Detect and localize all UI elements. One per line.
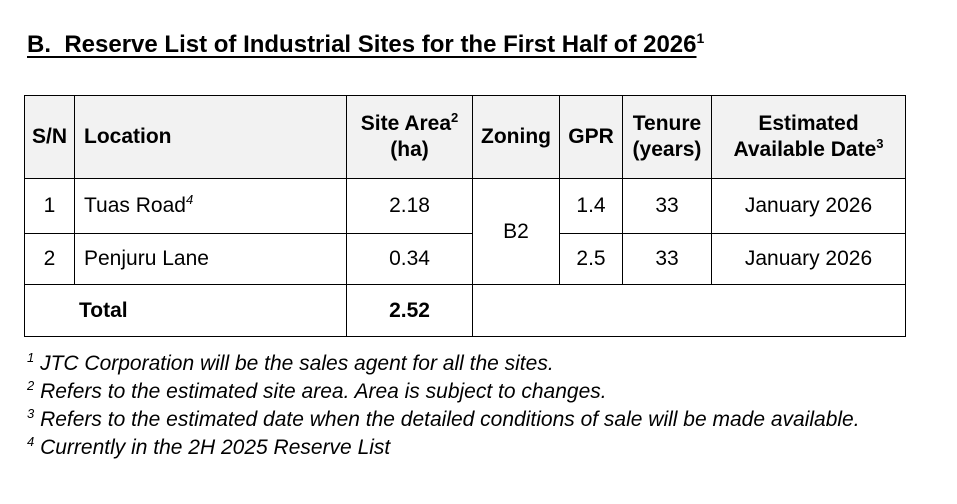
header-tenure: Tenure (years) bbox=[622, 95, 712, 179]
cell-site-area-1: 2.18 bbox=[346, 178, 473, 234]
cell-tenure-2: 33 bbox=[622, 233, 712, 285]
total-empty-cell bbox=[472, 284, 906, 337]
title-footnote-ref: 1 bbox=[696, 30, 705, 46]
header-est-date-footnote-ref: 3 bbox=[876, 136, 884, 151]
header-sn: S/N bbox=[24, 95, 75, 179]
footnote-4-marker: 4 bbox=[27, 434, 35, 449]
header-site-area: Site Area2 (ha) bbox=[346, 95, 473, 179]
header-location: Location bbox=[74, 95, 347, 179]
header-gpr: GPR bbox=[559, 95, 623, 179]
section-title-text: B. Reserve List of Industrial Sites for … bbox=[27, 31, 697, 58]
footnote-1-text: JTC Corporation will be the sales agent … bbox=[40, 352, 554, 375]
header-estimated-available-date: Estimated Available Date3 bbox=[711, 95, 906, 179]
table-row-1: 1 Tuas Road4 2.18 B2 1.4 33 January 2026 bbox=[24, 178, 906, 285]
footnote-3-text: Refers to the estimated date when the de… bbox=[40, 408, 860, 431]
header-est-date-line2: Available Date bbox=[733, 138, 877, 161]
header-tenure-label: Tenure bbox=[632, 112, 702, 135]
table-row-2: 2 Penjuru Lane 0.34 2.5 33 January 2026 bbox=[24, 233, 906, 285]
cell-date-2: January 2026 bbox=[711, 233, 906, 285]
cell-tenure-1: 33 bbox=[622, 178, 712, 234]
cell-sn-2: 2 bbox=[24, 233, 75, 285]
footnote-4-text: Currently in the 2H 2025 Reserve List bbox=[40, 436, 391, 459]
cell-location-1-text: Tuas Road bbox=[84, 194, 186, 217]
reserve-list-table: S/N Location Site Area2 (ha) Zoning GPR T… bbox=[24, 95, 906, 337]
header-site-area-label: Site Area bbox=[360, 112, 452, 135]
cell-date-1: January 2026 bbox=[711, 178, 906, 234]
total-label: Total bbox=[24, 284, 347, 337]
table-header-row: S/N Location Site Area2 (ha) Zoning GPR T… bbox=[24, 95, 906, 179]
header-tenure-unit: (years) bbox=[632, 138, 702, 161]
footnotes-section: 1 JTC Corporation will be the sales agen… bbox=[27, 350, 935, 462]
footnote-2-text: Refers to the estimated site area. Area … bbox=[40, 380, 607, 403]
cell-gpr-1: 1.4 bbox=[559, 178, 623, 234]
section-title: B. Reserve List of Industrial Sites for … bbox=[27, 24, 935, 59]
footnote-1-marker: 1 bbox=[27, 350, 35, 365]
footnote-2: 2 Refers to the estimated site area. Are… bbox=[27, 378, 935, 406]
cell-location-2: Penjuru Lane bbox=[74, 233, 347, 285]
header-site-area-footnote-ref: 2 bbox=[451, 110, 459, 125]
header-zoning: Zoning bbox=[472, 95, 560, 179]
cell-zoning-merged: B2 bbox=[472, 178, 560, 285]
footnote-1: 1 JTC Corporation will be the sales agen… bbox=[27, 350, 935, 378]
footnote-4: 4 Currently in the 2H 2025 Reserve List bbox=[27, 434, 935, 462]
header-est-date-line1: Estimated bbox=[758, 112, 859, 135]
footnote-3-marker: 3 bbox=[27, 406, 35, 421]
cell-location-1-footnote-ref: 4 bbox=[185, 192, 194, 207]
header-site-area-unit: (ha) bbox=[390, 138, 429, 161]
cell-gpr-2: 2.5 bbox=[559, 233, 623, 285]
footnote-3: 3 Refers to the estimated date when the … bbox=[27, 406, 935, 434]
cell-site-area-2: 0.34 bbox=[346, 233, 473, 285]
table-total-row: Total 2.52 bbox=[24, 284, 906, 337]
cell-location-1: Tuas Road4 bbox=[74, 178, 347, 234]
total-site-area: 2.52 bbox=[346, 284, 473, 337]
cell-sn-1: 1 bbox=[24, 178, 75, 234]
footnote-2-marker: 2 bbox=[27, 378, 35, 393]
